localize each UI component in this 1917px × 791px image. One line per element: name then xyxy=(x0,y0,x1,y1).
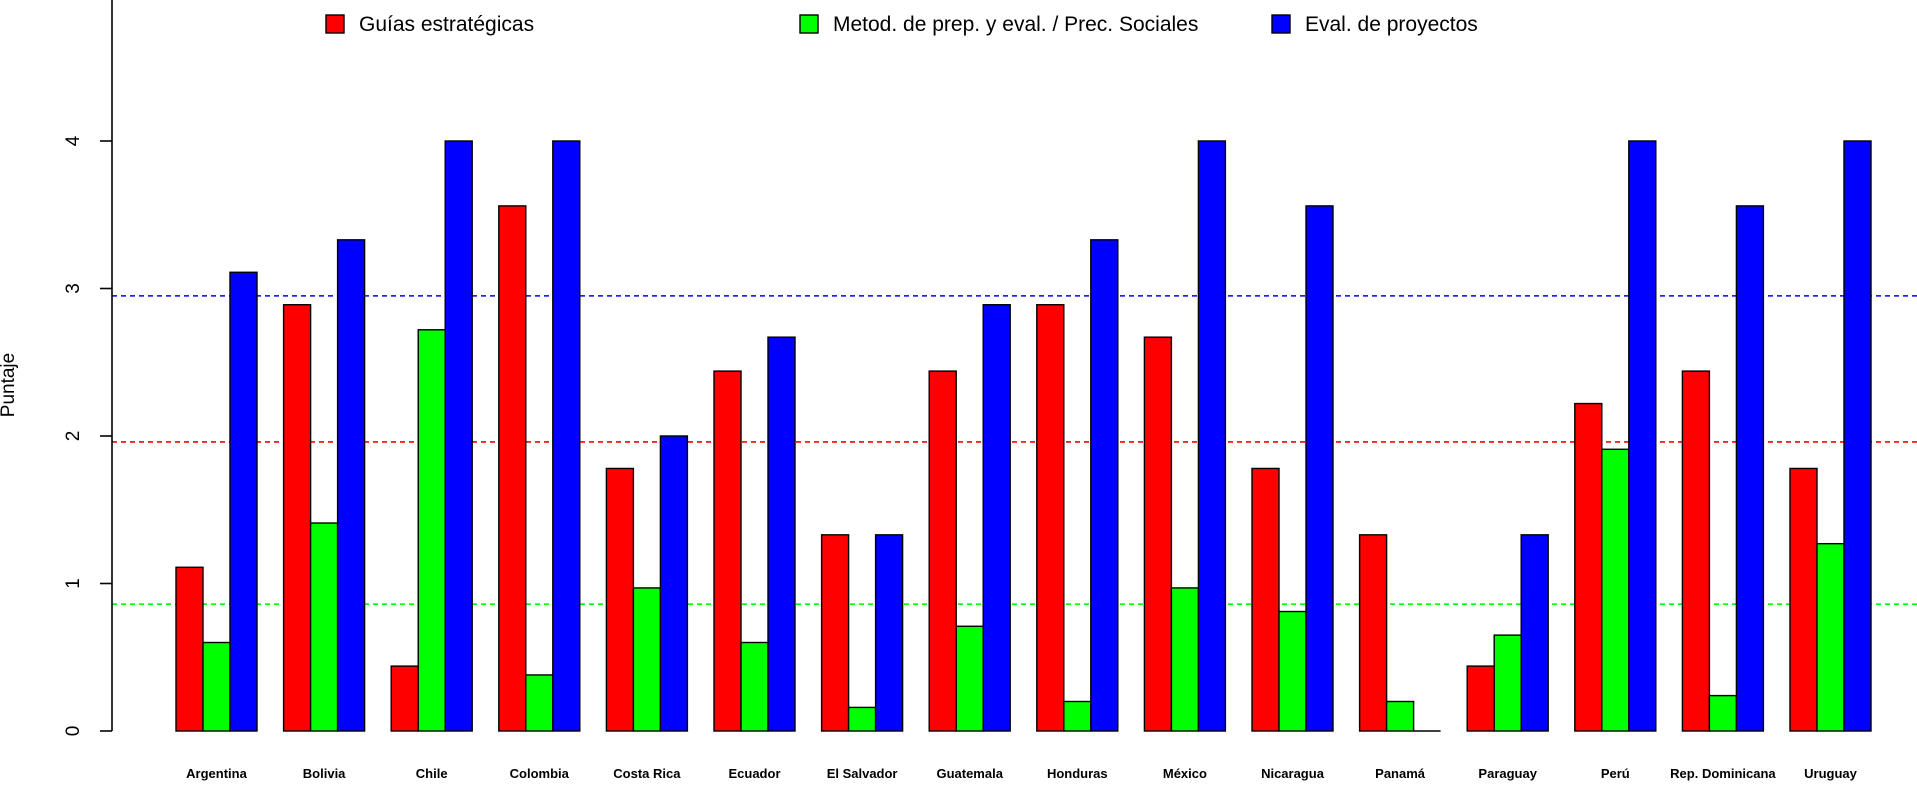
bar-0-3 xyxy=(498,205,527,732)
bar-2-5 xyxy=(767,336,796,732)
bar-0-4 xyxy=(605,467,635,732)
bar-1-2 xyxy=(417,329,446,732)
category-label-0: Argentina xyxy=(186,766,247,781)
category-label-7: Guatemala xyxy=(936,766,1003,781)
bar-2-14 xyxy=(1735,205,1765,732)
bar-2-13 xyxy=(1628,140,1657,732)
bar-2-7 xyxy=(982,304,1011,732)
bar-0-1 xyxy=(282,304,312,732)
bar-2-12 xyxy=(1520,534,1549,732)
legend-swatch-2 xyxy=(1271,14,1291,34)
legend-swatch-0 xyxy=(325,14,345,34)
bar-0-6 xyxy=(820,534,850,732)
bar-2-4 xyxy=(659,435,689,732)
bar-1-11 xyxy=(1385,700,1415,732)
category-label-1: Bolivia xyxy=(303,766,346,781)
legend: Guías estratégicas Metod. de prep. y eval… xyxy=(325,13,1478,36)
bar-0-0 xyxy=(175,566,204,732)
bar-1-1 xyxy=(309,522,339,732)
bar-1-15 xyxy=(1816,542,1845,732)
legend-swatch-1 xyxy=(799,14,819,34)
category-label-5: Ecuador xyxy=(728,766,780,781)
bar-0-13 xyxy=(1574,402,1603,732)
legend-label-1: Metod. de prep. y eval. / Prec. Sociales xyxy=(833,13,1198,36)
category-label-9: México xyxy=(1163,766,1207,781)
bar-1-12 xyxy=(1493,634,1522,732)
bar-0-7 xyxy=(928,370,957,732)
y-tick-label-4: 4 xyxy=(63,135,84,146)
bar-1-5 xyxy=(740,641,769,732)
bar-1-6 xyxy=(847,706,877,732)
bar-1-3 xyxy=(525,674,554,732)
bar-0-10 xyxy=(1251,467,1280,732)
bar-0-15 xyxy=(1789,467,1818,732)
bar-1-10 xyxy=(1278,610,1307,732)
bar-0-9 xyxy=(1143,336,1173,732)
category-label-14: Rep. Dominicana xyxy=(1670,766,1776,781)
category-labels: Argentina Bolivia Chile Colombia Costa Rica E… xyxy=(186,766,1857,781)
category-label-10: Nicaragua xyxy=(1261,766,1325,781)
y-tick-label-0: 0 xyxy=(63,726,84,737)
bar-0-2 xyxy=(390,665,419,732)
bar-group xyxy=(175,140,1872,732)
category-label-2: Chile xyxy=(416,766,448,781)
y-tick-label-2: 2 xyxy=(63,431,84,442)
bar-2-3 xyxy=(552,140,581,732)
bar-2-6 xyxy=(874,534,904,732)
bar-2-9 xyxy=(1197,140,1227,732)
bar-1-9 xyxy=(1170,587,1200,732)
bar-0-12 xyxy=(1466,665,1495,732)
bar-1-14 xyxy=(1708,694,1738,732)
category-label-4: Costa Rica xyxy=(613,766,681,781)
bar-0-14 xyxy=(1681,370,1711,732)
bar-0-8 xyxy=(1036,304,1065,732)
bar-1-7 xyxy=(955,625,984,732)
bar-2-8 xyxy=(1090,239,1119,732)
bar-1-0 xyxy=(202,641,231,732)
bar-1-13 xyxy=(1601,448,1630,732)
y-tick-label-3: 3 xyxy=(63,283,84,294)
axes: 0 1 2 3 4 xyxy=(63,0,113,737)
category-label-13: Perú xyxy=(1601,766,1630,781)
y-axis-label: Puntaje xyxy=(0,353,19,417)
category-label-11: Panamá xyxy=(1375,766,1426,781)
bar-2-15 xyxy=(1843,140,1872,732)
category-label-6: El Salvador xyxy=(827,766,898,781)
category-label-3: Colombia xyxy=(510,766,570,781)
bar-2-1 xyxy=(336,239,366,732)
bar-2-2 xyxy=(444,140,473,732)
bar-2-10 xyxy=(1305,205,1334,732)
category-label-8: Honduras xyxy=(1047,766,1108,781)
bar-0-11 xyxy=(1358,534,1388,732)
category-label-15: Uruguay xyxy=(1804,766,1858,781)
legend-label-0: Guías estratégicas xyxy=(359,13,534,36)
bar-0-5 xyxy=(713,370,742,732)
category-label-12: Paraguay xyxy=(1478,766,1537,781)
bar-2-0 xyxy=(229,271,258,732)
bar-1-8 xyxy=(1063,700,1092,732)
legend-label-2: Eval. de proyectos xyxy=(1305,13,1478,36)
y-tick-label-1: 1 xyxy=(63,578,84,589)
bar-1-4 xyxy=(632,587,662,732)
